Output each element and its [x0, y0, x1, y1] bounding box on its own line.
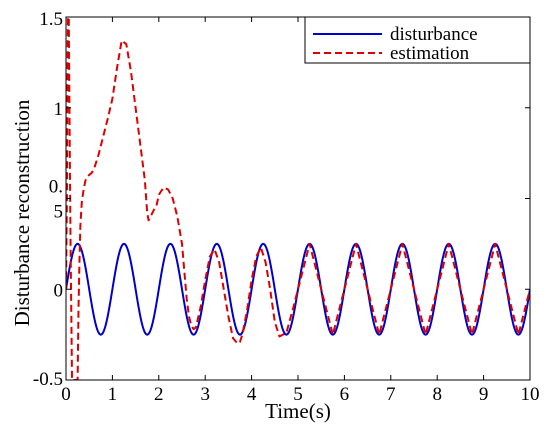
y-tick-label: 0. 5	[49, 177, 63, 223]
x-axis-label: Time(s)	[265, 399, 331, 423]
x-tick-label: 10	[521, 384, 540, 405]
y-tick-label: 1.5	[39, 9, 63, 30]
x-tick-label: 1	[108, 384, 118, 405]
x-tick-label: 6	[340, 384, 350, 405]
x-tick-label: 9	[479, 384, 489, 405]
axes: 0 1 2 3 4 5 6 7 8 9 10-0.500. 511.5	[33, 9, 540, 405]
series-line-estimation	[66, 17, 530, 380]
y-tick-label: 1	[54, 99, 64, 120]
x-tick-label: 4	[247, 384, 257, 405]
x-tick-label: 2	[154, 384, 164, 405]
legend-label-disturbance: disturbance	[390, 24, 478, 45]
legend-box	[304, 16, 531, 64]
y-axis-label: Disturbance reconstruction	[10, 99, 34, 326]
x-tick-label: 8	[432, 384, 442, 405]
series-lines	[66, 17, 530, 380]
series-line-disturbance	[66, 242, 530, 336]
x-tick-label: 7	[386, 384, 396, 405]
y-tick-label: -0.5	[33, 369, 63, 390]
x-tick-label: 3	[200, 384, 210, 405]
x-tick-label: 0	[61, 384, 71, 405]
legend-label-estimation: estimation	[390, 43, 470, 64]
x-tick-label: 5	[293, 384, 303, 405]
y-tick-label: 0	[54, 280, 64, 301]
plot-frame	[65, 16, 531, 381]
